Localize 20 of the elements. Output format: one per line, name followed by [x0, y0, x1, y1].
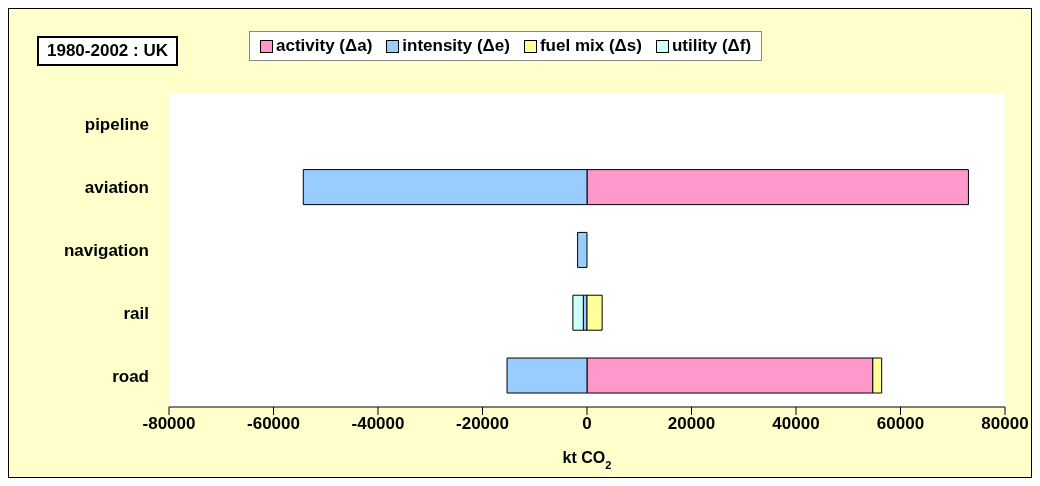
x-tick-label: 20000 [667, 414, 716, 434]
y-tick-label: rail [123, 303, 149, 323]
x-tick-label: 40000 [772, 414, 820, 434]
x-tick-label: 80000 [981, 414, 1029, 434]
legend-label: fuel mix (Δs) [538, 36, 642, 56]
x-tick-label: -20000 [456, 414, 509, 434]
y-tick-label: aviation [84, 178, 149, 198]
legend-label: utility (Δf) [670, 36, 752, 56]
x-tick-label: 60000 [876, 414, 925, 434]
x-tick-label: -80000 [142, 414, 196, 434]
y-tick-label: road [112, 366, 149, 386]
y-tick-label: navigation [63, 241, 149, 261]
legend-label: activity (Δa) [275, 36, 373, 56]
x-tick-label: 0 [582, 414, 592, 434]
legend-label: intensity (Δe) [401, 36, 510, 56]
y-tick-label: pipeline [84, 115, 149, 135]
x-axis-title: kt CO$_{2}$ [562, 449, 612, 471]
x-tick-label: -40000 [351, 414, 405, 434]
x-tick-label: -60000 [247, 414, 300, 434]
chart-title: 1980-2002 : UK [37, 36, 178, 66]
